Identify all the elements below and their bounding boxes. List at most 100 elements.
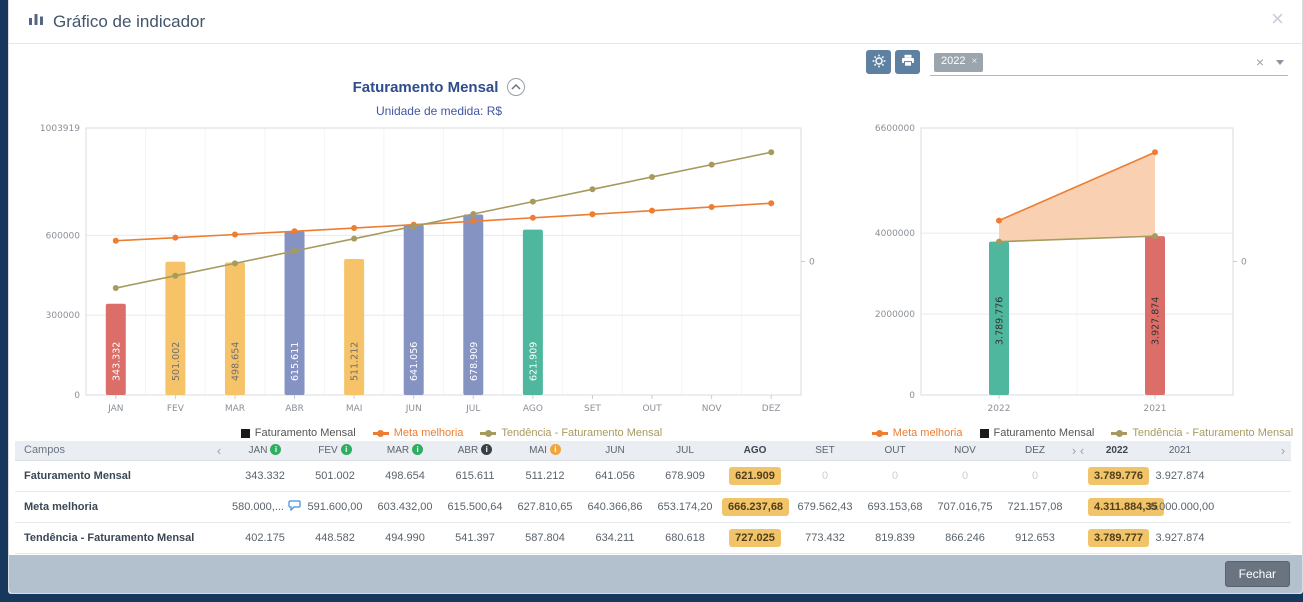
legend-label: Tendência - Faturamento Mensal [1132,427,1294,439]
cell-nov: 866.246 [930,522,1000,554]
print-button[interactable] [895,50,920,74]
svg-text:MAI: MAI [346,404,363,414]
yearly-chart-legend: Meta melhoria Faturamento Mensal Tendência… [861,425,1303,441]
empty-cell [1070,460,1078,492]
close-modal-button[interactable]: Fechar [1224,561,1290,587]
settings-button[interactable] [866,50,891,74]
cell-out: 0 [860,460,930,492]
row-label: Tendência - Faturamento Mensal [15,522,208,554]
highlighted-value: 3.789.777 [1088,528,1149,547]
svg-text:498.654: 498.654 [230,342,241,381]
svg-text:0: 0 [809,258,815,268]
empty-cell [208,460,230,492]
legend-item[interactable]: Faturamento Mensal [979,427,1095,439]
column-header-campos: Campos [15,441,208,461]
cell-fev: 591.600,00 [300,491,370,523]
chevron-down-icon[interactable] [1276,59,1284,65]
cell-jan: 402.175 [230,522,300,554]
svg-text:JUL: JUL [465,404,480,414]
cell-mar: 498.654 [370,460,440,492]
legend-item[interactable]: Faturamento Mensal [240,427,356,439]
info-icon[interactable]: i [412,444,424,456]
empty-cell [1212,522,1275,554]
cell-mai: 587.804 [510,522,580,554]
indicator-chart-modal: Gráfico de indicador × 2022 × × Faturame… [8,0,1303,594]
cell-out: 693.153,68 [860,491,930,523]
column-header-mai: MAI i [510,441,580,461]
svg-text:4000000: 4000000 [875,229,915,239]
table-header-row: Campos ‹ JAN i FEV i MAR i ABR i MAI i JUN JUL AGO SET O… [15,441,1291,461]
cell-mai: 511.212 [510,460,580,492]
svg-text:NOV: NOV [702,404,723,414]
toolbar: 2022 × × [866,50,1288,76]
svg-text:OUT: OUT [642,404,662,414]
years-pager-next-icon[interactable]: › [1275,441,1291,461]
info-icon[interactable]: i [270,444,282,456]
tag-remove-icon[interactable]: × [971,56,978,67]
empty-cell [1212,460,1275,492]
cell-abr: 615.500,64 [440,491,510,523]
highlighted-value: 4.311.884,35 [1088,497,1164,516]
table-row: Tendência - Faturamento Mensal 402.175 448… [15,522,1291,554]
svg-text:3.927.874: 3.927.874 [1151,297,1162,345]
empty-cell [1275,522,1291,554]
table-row: Faturamento Mensal 343.332 501.002 498.654 6… [15,460,1291,492]
close-icon[interactable]: × [1271,6,1284,31]
year-tag-label: 2022 [941,55,966,68]
highlighted-value: 3.789.776 [1088,466,1149,485]
chart-title: Faturamento Mensal [352,78,499,96]
cell-out: 819.839 [860,522,930,554]
cell-2022: 4.311.884,35 [1086,491,1164,523]
legend-item[interactable]: Meta melhoria [871,427,963,439]
empty-cell [208,491,230,523]
info-icon[interactable]: i [481,444,493,456]
info-icon[interactable]: i [340,444,352,456]
svg-text:501.002: 501.002 [171,342,182,381]
column-header-jun: JUN [580,441,650,461]
column-header-2022: 2022 [1086,441,1148,461]
yearly-chart: 0 2000000 4000000 6600000 2022 2021 0 3.789.776… [875,124,1247,414]
legend-label: Faturamento Mensal [993,427,1095,439]
years-pager-prev-icon[interactable]: ‹ [1078,441,1086,461]
legend-item[interactable]: Meta melhoria [372,427,463,439]
highlighted-value: 666.237,68 [722,497,790,516]
column-header-2021: 2021 [1148,441,1212,461]
empty-cell [1275,460,1291,492]
legend-item[interactable]: Tendência - Faturamento Mensal [480,427,662,439]
cell-ago: 727.025 [720,522,790,554]
months-pager-next-icon[interactable]: › [1070,441,1078,461]
cell-fev: 501.002 [300,460,370,492]
legend-label: Meta melhoria [892,427,963,439]
svg-text:343.332: 343.332 [111,342,122,381]
empty-cell [1212,491,1275,523]
empty-cell [1070,491,1078,523]
printer-icon [901,54,915,70]
svg-text:JAN: JAN [107,404,123,414]
monthly-chart-legend: Faturamento Mensal Meta melhoria Tendência… [94,425,809,441]
comment-icon[interactable] [288,500,301,512]
svg-text:621.909: 621.909 [528,342,539,381]
cell-jul: 678.909 [650,460,720,492]
legend-item[interactable]: Tendência - Faturamento Mensal [1111,427,1293,439]
row-label: Meta melhoria [15,491,208,523]
cell-2022: 3.789.777 [1086,522,1149,554]
legend-line-marker [871,429,888,437]
cell-mar: 603.432,00 [370,491,440,523]
legend-label: Tendência - Faturamento Mensal [501,427,663,439]
svg-text:MAR: MAR [225,404,245,414]
empty-cell [1070,522,1078,554]
cell-jul: 653.174,20 [650,491,720,523]
months-pager-prev-icon[interactable]: ‹ [208,441,230,461]
svg-text:ABR: ABR [285,404,304,414]
cell-jun: 640.366,86 [580,491,650,523]
table-row: Meta melhoria 580.000,... 591.600,00 603.43… [15,491,1291,523]
cell-set: 773.432 [790,522,860,554]
cell-nov: 0 [930,460,1000,492]
svg-text:6600000: 6600000 [875,124,915,134]
collapse-button[interactable] [507,78,526,96]
clear-icon[interactable]: × [1255,54,1264,70]
cell-mai: 627.810,65 [510,491,580,523]
info-icon[interactable]: i [549,444,561,456]
year-filter-select[interactable]: 2022 × × [930,50,1288,76]
cell-ago: 666.237,68 [720,491,790,523]
